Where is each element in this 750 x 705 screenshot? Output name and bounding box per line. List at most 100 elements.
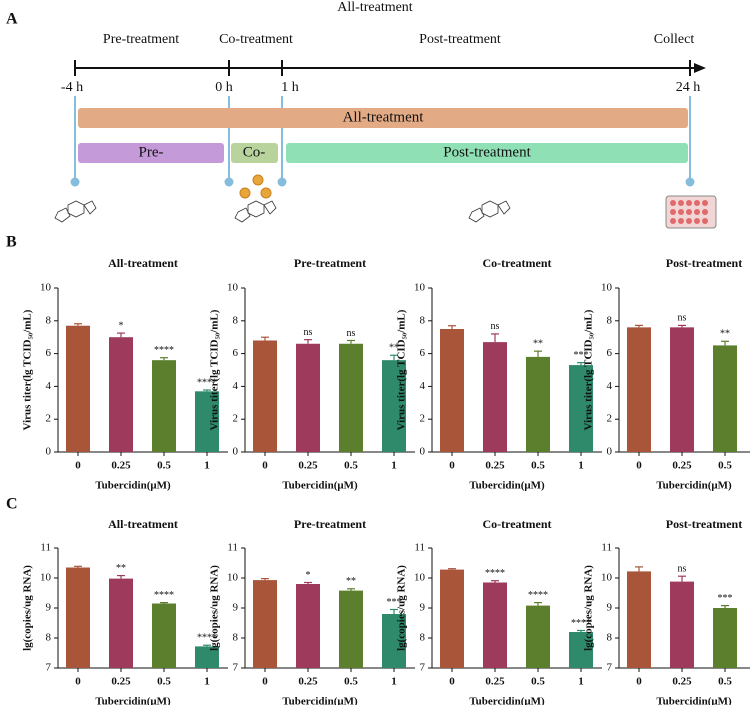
bar [440, 569, 464, 668]
y-tick-label: 9 [607, 602, 613, 614]
x-axis-title: Tubercidin(μM) [656, 480, 732, 492]
phase-label: Post-treatment [419, 32, 501, 47]
x-axis-title: Tubercidin(μM) [95, 696, 171, 705]
bar [526, 605, 550, 668]
x-tick-label: 0.5 [157, 460, 171, 472]
x-tick-label: 0 [636, 676, 642, 688]
bar [670, 581, 694, 668]
y-tick-label: 7 [233, 662, 239, 674]
timeline-arrow [694, 63, 706, 73]
y-tick-label: 10 [227, 572, 239, 584]
x-tick-label: 0.25 [485, 460, 505, 472]
bar [483, 582, 507, 668]
x-tick-label: 0 [75, 460, 81, 472]
molecule-icon [234, 200, 277, 223]
bar [382, 614, 406, 668]
y-axis-title: lg(copies/ug RNA) [22, 565, 34, 651]
y-tick-label: 10 [40, 282, 52, 294]
bar [526, 356, 550, 452]
virus-icon [239, 174, 272, 199]
significance-label: ** [346, 576, 356, 587]
x-tick-label: 0.5 [157, 676, 171, 688]
y-tick-label: 8 [46, 314, 52, 326]
x-tick-label: 0 [75, 676, 81, 688]
y-tick-label: 10 [601, 572, 613, 584]
phase-label: Collect [654, 32, 695, 47]
y-tick-label: 0 [420, 446, 426, 458]
y-tick-label: 6 [420, 347, 426, 359]
y-tick-label: 11 [414, 542, 425, 554]
y-axis-title: Virus titer(lg TCID₅₀/mL) [22, 309, 34, 430]
phase-bar [231, 143, 278, 163]
x-tick-label: 1 [204, 460, 210, 472]
x-tick-label: 0.5 [531, 676, 545, 688]
time-label: 24 h [676, 80, 701, 95]
molecule-icon [54, 200, 97, 223]
x-tick-label: 0.5 [718, 460, 732, 472]
panel-label: A [6, 11, 18, 28]
x-tick-label: 0 [262, 460, 268, 472]
significance-label: **** [154, 345, 174, 356]
bar [339, 343, 363, 452]
significance-label: **** [485, 568, 505, 579]
x-tick-label: 0.25 [672, 676, 692, 688]
y-axis-title: Virus titer(lg TCID₅₀/mL) [209, 309, 221, 430]
bar [569, 365, 593, 452]
x-tick-label: 0.5 [718, 676, 732, 688]
chart-title: Pre-treatment [294, 256, 366, 270]
y-tick-label: 4 [607, 380, 613, 392]
timeline-top-label: All-treatment [337, 0, 413, 15]
y-tick-label: 9 [233, 602, 239, 614]
significance-label: **** [528, 590, 548, 601]
significance-label: ns [678, 563, 687, 574]
bar [195, 391, 219, 452]
y-tick-label: 11 [601, 542, 612, 554]
bar [483, 342, 507, 452]
y-tick-label: 2 [233, 413, 239, 425]
phase-bar [78, 143, 224, 163]
phase-bar-label: Pre- [139, 144, 164, 160]
y-tick-label: 11 [40, 542, 51, 554]
y-tick-label: 8 [420, 632, 426, 644]
y-tick-label: 0 [46, 446, 52, 458]
y-tick-label: 8 [607, 314, 613, 326]
significance-label: ** [720, 329, 730, 340]
significance-label: **** [197, 632, 217, 643]
bar [109, 578, 133, 668]
y-tick-label: 8 [46, 632, 52, 644]
phase-label: Co-treatment [219, 32, 293, 47]
y-axis-title: Virus titer(lg TCID₅₀/mL) [396, 309, 408, 430]
y-tick-label: 7 [420, 662, 426, 674]
y-tick-label: 10 [227, 282, 239, 294]
y-axis-title: lg(copies/ug RNA) [209, 565, 221, 651]
significance-label: ** [533, 338, 543, 349]
x-tick-label: 0.25 [111, 460, 131, 472]
y-tick-label: 10 [414, 282, 426, 294]
phase-label: Pre-treatment [103, 32, 179, 47]
x-tick-label: 0.25 [111, 676, 131, 688]
x-tick-label: 1 [391, 676, 397, 688]
time-label: 0 h [215, 80, 233, 95]
y-tick-label: 6 [233, 347, 239, 359]
x-tick-label: 0.5 [531, 460, 545, 472]
plate-icon [665, 195, 717, 229]
bar [440, 329, 464, 452]
y-axis-title: lg(copies/ug RNA) [583, 565, 595, 651]
bar [627, 571, 651, 668]
significance-label: **** [197, 377, 217, 388]
y-tick-label: 8 [607, 632, 613, 644]
y-axis-title: Virus titer(lg TCID₅₀/mL) [583, 309, 595, 430]
bar [296, 343, 320, 452]
y-tick-label: 9 [420, 602, 426, 614]
y-tick-label: 6 [46, 347, 52, 359]
timeline-ticks [74, 60, 691, 76]
x-axis-title: Tubercidin(μM) [282, 480, 358, 492]
y-tick-label: 8 [233, 314, 239, 326]
x-tick-label: 0 [449, 676, 455, 688]
significance-label: *** [387, 597, 402, 608]
phase-bar [78, 108, 688, 128]
significance-label: **** [154, 590, 174, 601]
x-tick-label: 0.5 [344, 460, 358, 472]
bar [195, 646, 219, 668]
significance-label: ns [304, 327, 313, 338]
